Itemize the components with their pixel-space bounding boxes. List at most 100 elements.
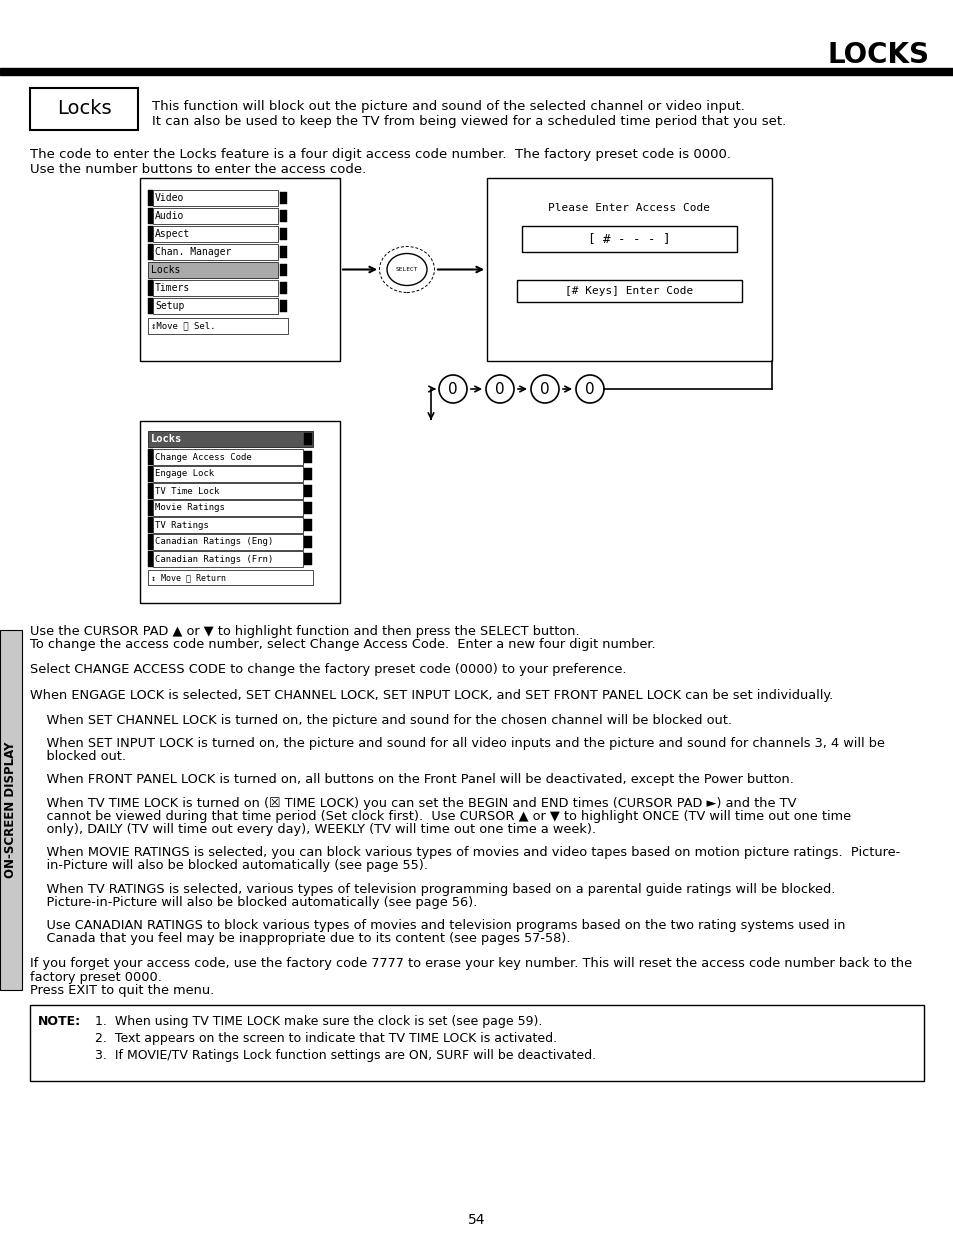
Bar (280, 264, 287, 275)
Text: [ # - - - ]: [ # - - - ] (588, 232, 670, 246)
Bar (304, 485, 312, 496)
Text: Engage Lock: Engage Lock (154, 469, 213, 478)
Bar (140, 178, 339, 361)
Bar (280, 282, 287, 294)
Text: 1.  When using TV TIME LOCK make sure the clock is set (see page 59).: 1. When using TV TIME LOCK make sure the… (95, 1015, 542, 1028)
Bar (140, 421, 339, 603)
Bar (148, 280, 152, 296)
Bar (152, 534, 303, 550)
Text: Audio: Audio (154, 211, 184, 221)
Text: Locks: Locks (151, 433, 182, 445)
Text: Change Access Code: Change Access Code (154, 452, 252, 462)
Text: in-Picture will also be blocked automatically (see page 55).: in-Picture will also be blocked automati… (30, 860, 428, 872)
Bar (148, 190, 152, 206)
Text: Use the number buttons to enter the access code.: Use the number buttons to enter the acce… (30, 163, 366, 177)
Bar (148, 483, 152, 499)
Bar (30, 1005, 923, 1081)
Bar (152, 551, 303, 567)
Bar (486, 178, 771, 361)
Text: Movie Ratings: Movie Ratings (154, 504, 225, 513)
Text: Please Enter Access Code: Please Enter Access Code (548, 203, 710, 212)
Text: cannot be viewed during that time period (Set clock first).  Use CURSOR ▲ or ▼ t: cannot be viewed during that time period… (30, 810, 850, 823)
Bar (152, 466, 303, 482)
Ellipse shape (387, 253, 427, 285)
Text: Locks: Locks (151, 266, 180, 275)
Bar (152, 280, 277, 296)
Text: ↕ Move Ⓕ Return: ↕ Move Ⓕ Return (151, 573, 226, 582)
Bar (148, 431, 313, 447)
Bar (148, 226, 152, 242)
Text: LOCKS: LOCKS (827, 41, 929, 69)
Bar (304, 553, 312, 564)
Bar (152, 245, 277, 261)
Text: NOTE:: NOTE: (38, 1015, 81, 1028)
Bar (30, 88, 138, 130)
Text: When SET INPUT LOCK is turned on, the picture and sound for all video inputs and: When SET INPUT LOCK is turned on, the pi… (30, 737, 884, 750)
Bar (148, 534, 152, 550)
Text: 0: 0 (539, 382, 549, 396)
Text: Timers: Timers (154, 283, 190, 293)
Bar (148, 500, 152, 516)
Bar (152, 298, 277, 314)
Text: Locks: Locks (56, 100, 112, 119)
Bar (280, 300, 287, 312)
Bar (148, 466, 152, 482)
Text: blocked out.: blocked out. (30, 750, 126, 763)
Text: Use CANADIAN RATINGS to block various types of movies and television programs ba: Use CANADIAN RATINGS to block various ty… (30, 919, 844, 932)
Text: Picture-in-Picture will also be blocked automatically (see page 56).: Picture-in-Picture will also be blocked … (30, 895, 476, 909)
Bar (148, 517, 152, 534)
Bar (148, 571, 313, 585)
Text: When TV TIME LOCK is turned on (☒ TIME LOCK) you can set the BEGIN and END times: When TV TIME LOCK is turned on (☒ TIME L… (30, 797, 796, 810)
Text: The code to enter the Locks feature is a four digit access code number.  The fac: The code to enter the Locks feature is a… (30, 148, 730, 161)
Bar (304, 468, 312, 480)
Text: Use the CURSOR PAD ▲ or ▼ to highlight function and then press the SELECT button: Use the CURSOR PAD ▲ or ▼ to highlight f… (30, 625, 579, 638)
Bar (280, 246, 287, 258)
Text: Press EXIT to quit the menu.: Press EXIT to quit the menu. (30, 984, 214, 997)
Bar (152, 450, 303, 466)
Text: 0: 0 (495, 382, 504, 396)
Bar (280, 210, 287, 222)
Text: When MOVIE RATINGS is selected, you can block various types of movies and video : When MOVIE RATINGS is selected, you can … (30, 846, 900, 860)
Bar (304, 451, 312, 463)
Text: [# Keys] Enter Code: [# Keys] Enter Code (565, 287, 693, 296)
Text: only), DAILY (TV will time out every day), WEEKLY (TV will time out one time a w: only), DAILY (TV will time out every day… (30, 823, 596, 836)
Text: 54: 54 (468, 1213, 485, 1228)
Text: factory preset 0000.: factory preset 0000. (30, 971, 162, 983)
Bar (280, 191, 287, 204)
Bar (152, 190, 277, 206)
Text: Canadian Ratings (Frn): Canadian Ratings (Frn) (154, 555, 273, 563)
Text: Select CHANGE ACCESS CODE to change the factory preset code (0000) to your prefe: Select CHANGE ACCESS CODE to change the … (30, 663, 626, 677)
Bar (152, 500, 303, 516)
Bar (148, 262, 277, 278)
Bar (304, 433, 312, 445)
Bar (148, 298, 152, 314)
Text: Aspect: Aspect (154, 228, 190, 240)
Text: 0: 0 (448, 382, 457, 396)
Bar (148, 317, 288, 333)
Text: SELECT: SELECT (395, 267, 417, 272)
Bar (304, 536, 312, 548)
Bar (521, 226, 737, 252)
Text: Canadian Ratings (Eng): Canadian Ratings (Eng) (154, 537, 273, 547)
Bar (148, 450, 152, 466)
Bar (152, 207, 277, 224)
Text: When ENGAGE LOCK is selected, SET CHANNEL LOCK, SET INPUT LOCK, and SET FRONT PA: When ENGAGE LOCK is selected, SET CHANNE… (30, 689, 832, 701)
Text: TV Time Lock: TV Time Lock (154, 487, 219, 495)
Text: 0: 0 (584, 382, 594, 396)
Text: Canada that you feel may be inappropriate due to its content (see pages 57-58).: Canada that you feel may be inappropriat… (30, 932, 570, 945)
Text: If you forget your access code, use the factory code 7777 to erase your key numb: If you forget your access code, use the … (30, 957, 911, 971)
Bar (304, 519, 312, 531)
Text: Video: Video (154, 193, 184, 203)
Text: Chan. Manager: Chan. Manager (154, 247, 232, 257)
Bar (148, 207, 152, 224)
Bar (152, 226, 277, 242)
Text: This function will block out the picture and sound of the selected channel or vi: This function will block out the picture… (152, 100, 744, 112)
Text: TV Ratings: TV Ratings (154, 520, 209, 530)
Text: Setup: Setup (154, 301, 184, 311)
Text: 3.  If MOVIE/TV Ratings Lock function settings are ON, SURF will be deactivated.: 3. If MOVIE/TV Ratings Lock function set… (95, 1049, 596, 1062)
Bar (304, 501, 312, 514)
Text: When SET CHANNEL LOCK is turned on, the picture and sound for the chosen channel: When SET CHANNEL LOCK is turned on, the … (30, 714, 731, 727)
Text: When FRONT PANEL LOCK is turned on, all buttons on the Front Panel will be deact: When FRONT PANEL LOCK is turned on, all … (30, 773, 793, 787)
Text: To change the access code number, select Change Access Code.  Enter a new four d: To change the access code number, select… (30, 638, 655, 651)
Bar (152, 517, 303, 534)
